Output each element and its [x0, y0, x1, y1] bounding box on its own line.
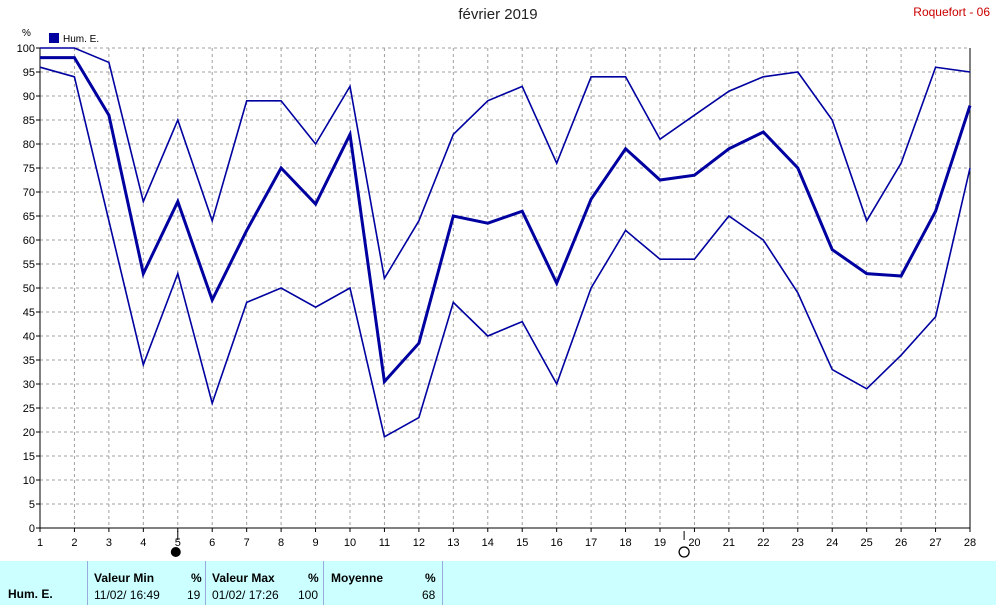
x-tick-label: 7 — [244, 537, 250, 549]
x-tick-label: 12 — [413, 537, 425, 549]
x-tick-label: 25 — [861, 537, 873, 549]
humidity-chart: 0510152025303540455055606570758085909510… — [17, 28, 976, 558]
y-tick-label: 15 — [23, 451, 35, 463]
y-tick-label: 90 — [23, 91, 35, 103]
legend-label: Hum. E. — [63, 34, 99, 45]
station-name: Roquefort - 06 — [913, 5, 990, 19]
new-moon-icon — [170, 547, 181, 557]
x-tick-label: 21 — [723, 537, 735, 549]
y-tick-label: 95 — [23, 67, 35, 79]
max-value: 100 — [298, 588, 319, 602]
y-tick-label: 35 — [23, 355, 35, 367]
y-tick-label: 25 — [23, 403, 35, 415]
chart-series — [39, 47, 972, 439]
y-tick-label: 55 — [23, 259, 35, 271]
chart-title: février 2019 — [458, 6, 538, 23]
moon-phases — [170, 531, 690, 558]
min-datetime: 11/02/ 16:49 — [94, 588, 160, 602]
max-cell: Valeur Max % 01/02/ 17:26 100 — [205, 561, 324, 605]
series-line-min — [39, 66, 971, 439]
min-unit: % — [191, 571, 202, 585]
x-tick-label: 17 — [585, 537, 597, 549]
x-tick-label: 22 — [757, 537, 769, 549]
avg-unit: % — [425, 571, 436, 585]
y-tick-label: 85 — [23, 115, 35, 127]
x-tick-label: 10 — [344, 537, 356, 549]
x-tick-label: 20 — [688, 537, 700, 549]
avg-value: 68 — [422, 588, 436, 602]
y-tick-label: 5 — [29, 499, 35, 511]
y-tick-label: 30 — [23, 379, 35, 391]
y-tick-label: 70 — [23, 187, 35, 199]
min-value: 19 — [187, 588, 201, 602]
y-tick-label: 100 — [17, 43, 35, 55]
x-tick-label: 4 — [140, 537, 146, 549]
avg-header: Moyenne — [331, 571, 384, 585]
y-tick-label: 40 — [23, 331, 35, 343]
summary-footer: Hum. E. Valeur Min % 11/02/ 16:49 19 Val… — [0, 561, 996, 605]
footer-series-label: Hum. E. — [8, 587, 53, 601]
x-tick-label: 14 — [482, 537, 494, 549]
chart-legend: Hum. E. — [49, 33, 99, 45]
avg-cell: Moyenne % 68 — [323, 561, 443, 605]
y-tick-label: 65 — [23, 211, 35, 223]
x-tick-label: 13 — [447, 537, 459, 549]
x-tick-label: 16 — [551, 537, 563, 549]
min-cell: Valeur Min % 11/02/ 16:49 19 — [87, 561, 206, 605]
full-moon-icon — [678, 546, 690, 558]
y-tick-label: 80 — [23, 139, 35, 151]
max-datetime: 01/02/ 17:26 — [212, 588, 279, 602]
max-unit: % — [308, 571, 319, 585]
x-tick-label: 2 — [71, 537, 77, 549]
y-axis-unit: % — [22, 28, 31, 39]
x-tick-label: 19 — [654, 537, 666, 549]
x-tick-label: 11 — [379, 537, 390, 549]
y-tick-label: 0 — [29, 523, 35, 535]
x-tick-label: 3 — [106, 537, 112, 549]
x-tick-label: 26 — [895, 537, 907, 549]
y-tick-label: 60 — [23, 235, 35, 247]
x-tick-label: 15 — [516, 537, 528, 549]
min-header: Valeur Min — [94, 571, 155, 585]
x-tick-label: 24 — [826, 537, 838, 549]
chart-ticks: 0510152025303540455055606570758085909510… — [17, 43, 976, 549]
x-tick-label: 27 — [929, 537, 941, 549]
y-tick-label: 45 — [23, 307, 35, 319]
chart-grid — [40, 47, 970, 528]
series-line-avg — [40, 56, 972, 386]
x-tick-label: 5 — [175, 537, 181, 549]
legend-swatch — [49, 33, 59, 43]
x-tick-label: 28 — [964, 537, 976, 549]
y-tick-label: 10 — [23, 475, 35, 487]
y-tick-label: 75 — [23, 163, 35, 175]
series-line-max — [40, 47, 971, 281]
y-tick-label: 20 — [23, 427, 35, 439]
y-tick-label: 50 — [23, 283, 35, 295]
x-tick-label: 6 — [209, 537, 215, 549]
x-tick-label: 8 — [278, 537, 284, 549]
x-tick-label: 9 — [312, 537, 318, 549]
x-tick-label: 1 — [37, 537, 43, 549]
x-tick-label: 18 — [619, 537, 631, 549]
max-header: Valeur Max — [212, 571, 275, 585]
x-tick-label: 23 — [792, 537, 804, 549]
